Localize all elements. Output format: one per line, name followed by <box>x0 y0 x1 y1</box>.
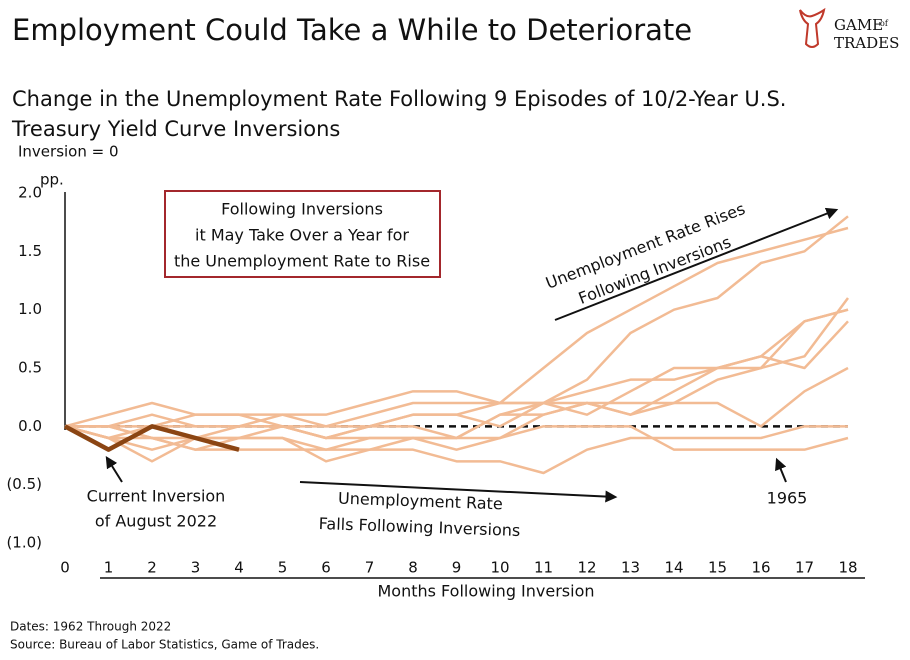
logo-icon <box>799 7 826 48</box>
annotation-text: the Unemployment Rate to Rise <box>174 252 430 271</box>
y-tick-label: 1.5 <box>18 242 42 260</box>
annotation-box <box>164 190 441 278</box>
x-tick-label: 1 <box>104 559 114 577</box>
footnote: Source: Bureau of Labor Statistics, Game… <box>10 638 319 652</box>
x-tick-label: 13 <box>621 559 640 577</box>
y-tick-label: 0.0 <box>18 417 42 435</box>
x-axis-title: Months Following Inversion <box>377 582 594 601</box>
y-note: Inversion = 0 <box>18 143 119 161</box>
x-tick-label: 11 <box>534 559 553 577</box>
y-tick-label: 0.5 <box>18 359 42 377</box>
x-tick-label: 5 <box>278 559 288 577</box>
chart-title: Employment Could Take a While to Deterio… <box>12 13 692 47</box>
x-tick-label: 2 <box>147 559 157 577</box>
annotation: 1965 <box>767 489 808 508</box>
x-tick-label: 9 <box>452 559 462 577</box>
annotation: Current Inversion of August 2022 <box>87 487 226 531</box>
x-tick-label: 14 <box>664 559 683 577</box>
x-tick-label: 0 <box>60 559 70 577</box>
x-tick-label: 17 <box>795 559 814 577</box>
annotation-text: Current Inversion <box>87 487 226 506</box>
x-tick-label: 6 <box>321 559 331 577</box>
logo-text: TRADES <box>834 34 899 52</box>
logo: GAME of TRADES <box>799 7 899 52</box>
y-tick-label: 1.0 <box>18 300 42 318</box>
annotation: Following Inversions it May Take Over a Y… <box>174 200 430 271</box>
y-unit: pp. <box>40 171 64 189</box>
x-tick-label: 7 <box>365 559 375 577</box>
arrow <box>775 457 787 483</box>
annotation-text: it May Take Over a Year for <box>195 226 409 245</box>
series-line <box>65 366 849 440</box>
x-tick-label: 3 <box>191 559 201 577</box>
arrow <box>299 481 618 503</box>
footnote: Dates: 1962 Through 2022 <box>10 620 171 634</box>
annotation-text: of August 2022 <box>95 512 217 531</box>
annotation-text: Following Inversions <box>221 200 383 219</box>
x-tick-label: 10 <box>490 559 509 577</box>
y-tick-label: 2.0 <box>18 184 42 202</box>
plot-area: (1.0)(0.5)0.00.51.01.52.00 1 2 3 4 5 6 7 8 9 10 11 1… <box>6 184 857 577</box>
y-tick-label: (1.0) <box>6 534 42 552</box>
subtitle: Treasury Yield Curve Inversions <box>11 117 340 141</box>
arrow <box>554 207 839 321</box>
x-tick-label: 12 <box>577 559 596 577</box>
annotation-text: 1965 <box>767 489 808 508</box>
logo-text: GAME <box>834 16 883 34</box>
arrow <box>105 455 123 483</box>
y-tick-label: (0.5) <box>6 475 42 493</box>
logo-text: of <box>880 19 889 28</box>
x-tick-label: 18 <box>838 559 857 577</box>
x-tick-label: 15 <box>708 559 727 577</box>
x-tick-label: 4 <box>234 559 244 577</box>
x-tick-label: 8 <box>408 559 418 577</box>
series-line <box>63 424 240 452</box>
subtitle: Change in the Unemployment Rate Followin… <box>12 87 786 111</box>
x-tick-label: 16 <box>751 559 770 577</box>
